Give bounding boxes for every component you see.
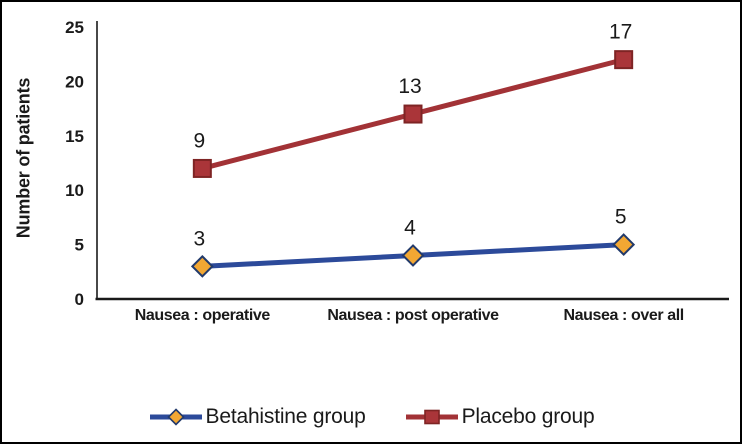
data-label: 13 [398,75,421,98]
legend-label-placebo: Placebo group [461,405,595,428]
legend: Betahistine group Placebo group [2,401,740,433]
legend-item-placebo: Placebo group [404,405,595,429]
y-tick-label: 0 [75,290,84,309]
data-label: 3 [193,227,205,250]
y-tick-label: 20 [65,72,84,91]
betahistine-diamond-marker [401,244,425,267]
data-label: 5 [615,206,627,229]
y-tick-label: 5 [75,236,84,255]
x-category-label: Nausea : over all [563,307,683,324]
placebo-line-marker-icon [405,409,458,425]
data-label: 17 [609,21,632,44]
betahistine-diamond-marker [190,254,214,278]
placebo-square-marker [403,104,423,124]
x-category-label: Nausea : post operative [327,307,499,324]
y-tick-label: 15 [65,127,84,146]
placebo-square-marker [192,158,212,178]
legend-item-betahistine: Betahistine group [148,405,366,429]
y-tick-label: 25 [65,18,84,37]
y-tick-label: 10 [65,181,84,200]
data-label: 9 [193,129,205,152]
legend-label-betahistine: Betahistine group [205,405,366,428]
data-label: 4 [404,216,416,239]
betahistine-diamond-marker [612,233,636,257]
betahistine-line-marker-icon [149,408,202,426]
x-category-label: Nausea : operative [135,307,271,324]
placebo-square-marker [614,50,634,70]
